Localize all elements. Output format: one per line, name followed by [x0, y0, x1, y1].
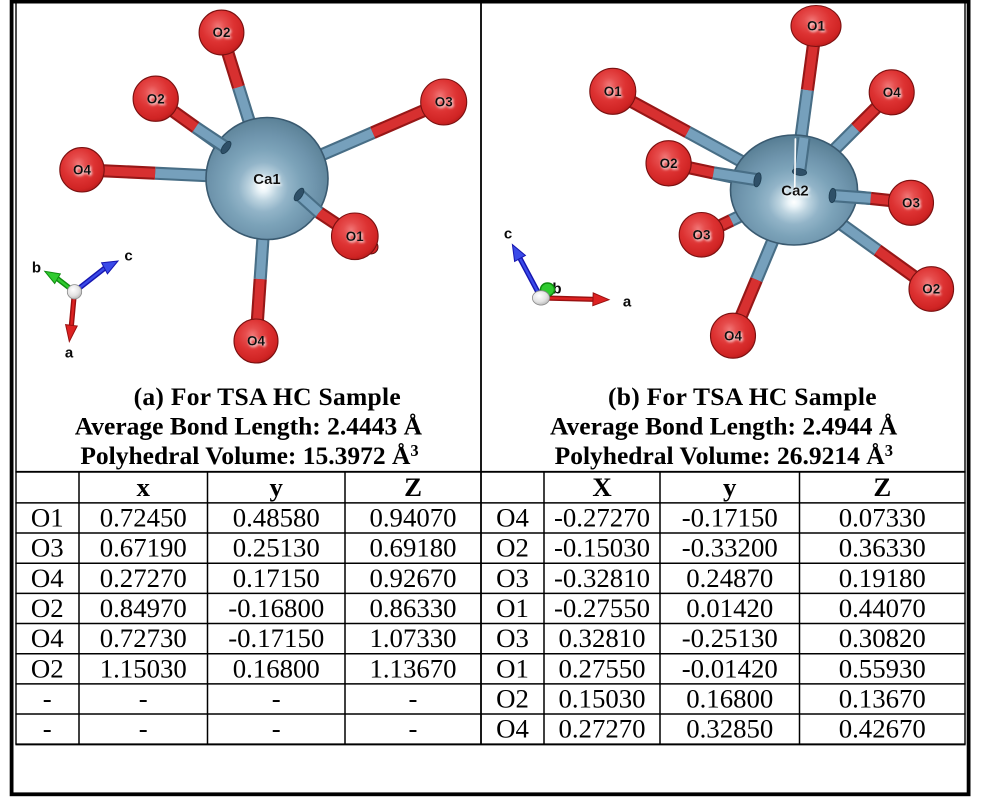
svg-text:a: a [623, 294, 632, 311]
svg-text:0.17150: 0.17150 [233, 563, 320, 593]
svg-text:0.24870: 0.24870 [686, 563, 773, 593]
svg-text:Ca2: Ca2 [781, 183, 809, 200]
svg-text:0.27270: 0.27270 [558, 714, 645, 744]
svg-text:-: - [43, 714, 52, 744]
svg-text:O4: O4 [496, 503, 529, 533]
svg-text:O4: O4 [31, 623, 64, 653]
svg-text:y: y [270, 472, 284, 502]
svg-text:O2: O2 [496, 684, 529, 714]
svg-text:c: c [124, 248, 132, 265]
svg-text:-0.25130: -0.25130 [682, 623, 778, 653]
svg-text:0.36330: 0.36330 [839, 533, 926, 563]
svg-text:0.72730: 0.72730 [100, 623, 187, 653]
svg-text:0.94070: 0.94070 [369, 503, 456, 533]
svg-text:0.32810: 0.32810 [558, 623, 645, 653]
svg-text:O3: O3 [692, 227, 711, 242]
svg-text:Ca1: Ca1 [253, 171, 281, 188]
svg-text:Z: Z [404, 472, 422, 502]
svg-text:0.55930: 0.55930 [839, 653, 926, 683]
svg-text:Polyhedral Volume: 26.9214 Å3: Polyhedral Volume: 26.9214 Å3 [555, 441, 893, 470]
svg-text:0.25130: 0.25130 [233, 533, 320, 563]
svg-text:O1: O1 [496, 593, 529, 623]
svg-text:-: - [272, 684, 281, 714]
svg-text:0.16800: 0.16800 [233, 653, 320, 683]
svg-text:b: b [32, 260, 41, 277]
svg-text:O3: O3 [31, 533, 64, 563]
svg-text:y: y [723, 472, 737, 502]
svg-text:-0.01420: -0.01420 [682, 653, 778, 683]
svg-text:0.32850: 0.32850 [686, 714, 773, 744]
svg-text:-: - [409, 684, 418, 714]
svg-text:O3: O3 [902, 195, 921, 210]
svg-text:x: x [137, 472, 151, 502]
svg-text:0.44070: 0.44070 [839, 593, 926, 623]
svg-text:-0.32810: -0.32810 [554, 563, 650, 593]
svg-text:1.15030: 1.15030 [100, 653, 187, 683]
svg-text:-: - [409, 714, 418, 744]
svg-text:O4: O4 [247, 334, 266, 349]
svg-text:0.15030: 0.15030 [558, 684, 645, 714]
svg-text:0.86330: 0.86330 [369, 593, 456, 623]
svg-text:0.69180: 0.69180 [369, 533, 456, 563]
svg-text:O2: O2 [212, 25, 230, 40]
svg-text:-: - [139, 684, 148, 714]
svg-text:0.30820: 0.30820 [839, 623, 926, 653]
svg-text:-0.17150: -0.17150 [682, 503, 778, 533]
svg-text:O1: O1 [31, 503, 64, 533]
svg-text:Polyhedral Volume: 15.3972 Å3: Polyhedral Volume: 15.3972 Å3 [80, 441, 418, 470]
svg-text:1.13670: 1.13670 [369, 653, 456, 683]
svg-text:Average Bond Length: 2.4443 Å: Average Bond Length: 2.4443 Å [75, 412, 423, 441]
svg-text:b: b [552, 281, 561, 298]
svg-text:O1: O1 [346, 229, 365, 244]
svg-text:0.13670: 0.13670 [839, 684, 926, 714]
svg-text:0.07330: 0.07330 [839, 503, 926, 533]
svg-text:O3: O3 [496, 623, 529, 653]
svg-text:O2: O2 [31, 653, 64, 683]
svg-text:-: - [139, 714, 148, 744]
svg-text:0.48580: 0.48580 [233, 503, 320, 533]
svg-text:0.19180: 0.19180 [839, 563, 926, 593]
svg-text:(a) For TSA HC Sample: (a) For TSA HC Sample [134, 382, 401, 411]
svg-text:0.16800: 0.16800 [686, 684, 773, 714]
svg-text:0.27550: 0.27550 [558, 653, 645, 683]
svg-text:O1: O1 [496, 653, 529, 683]
svg-text:Average Bond Length: 2.4944 Å: Average Bond Length: 2.4944 Å [550, 412, 898, 441]
svg-text:O2: O2 [496, 533, 529, 563]
svg-text:X: X [592, 472, 612, 502]
svg-text:O4: O4 [496, 714, 529, 744]
svg-text:0.27270: 0.27270 [100, 563, 187, 593]
svg-text:0.42670: 0.42670 [839, 714, 926, 744]
svg-text:O4: O4 [73, 162, 92, 177]
svg-text:O2: O2 [660, 156, 678, 171]
svg-text:-: - [272, 714, 281, 744]
svg-text:O2: O2 [147, 91, 165, 106]
svg-text:Z: Z [873, 472, 891, 502]
svg-text:-0.33200: -0.33200 [682, 533, 778, 563]
svg-text:O4: O4 [883, 85, 902, 100]
svg-text:0.84970: 0.84970 [100, 593, 187, 623]
svg-text:-0.15030: -0.15030 [554, 533, 650, 563]
svg-text:(b) For TSA HC Sample: (b) For TSA HC Sample [608, 382, 877, 411]
svg-text:-0.17150: -0.17150 [228, 623, 324, 653]
svg-text:0.67190: 0.67190 [100, 533, 187, 563]
svg-text:a: a [65, 345, 74, 362]
svg-text:O1: O1 [604, 84, 623, 99]
svg-text:-0.16800: -0.16800 [228, 593, 324, 623]
svg-text:-: - [43, 684, 52, 714]
svg-text:1.07330: 1.07330 [369, 623, 456, 653]
svg-text:0.92670: 0.92670 [369, 563, 456, 593]
svg-text:O2: O2 [922, 282, 940, 297]
svg-text:O4: O4 [31, 563, 64, 593]
svg-text:0.72450: 0.72450 [100, 503, 187, 533]
svg-text:O1: O1 [807, 19, 826, 34]
svg-text:c: c [504, 226, 512, 243]
svg-text:-0.27270: -0.27270 [554, 503, 650, 533]
svg-text:O3: O3 [435, 95, 454, 110]
svg-text:O3: O3 [496, 563, 529, 593]
svg-text:0.01420: 0.01420 [686, 593, 773, 623]
svg-text:-0.27550: -0.27550 [554, 593, 650, 623]
svg-text:O2: O2 [31, 593, 64, 623]
svg-text:O4: O4 [724, 328, 743, 343]
